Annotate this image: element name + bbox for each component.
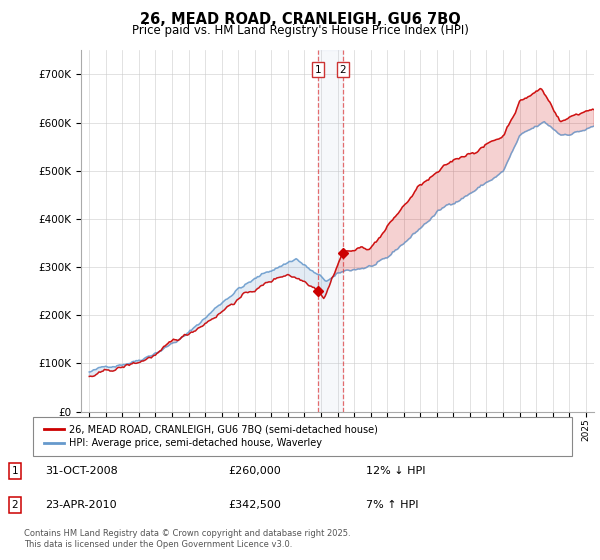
Legend: 26, MEAD ROAD, CRANLEIGH, GU6 7BQ (semi-detached house), HPI: Average price, sem: 26, MEAD ROAD, CRANLEIGH, GU6 7BQ (semi-… xyxy=(40,421,381,452)
Text: 2: 2 xyxy=(340,64,346,74)
Text: Contains HM Land Registry data © Crown copyright and database right 2025.
This d: Contains HM Land Registry data © Crown c… xyxy=(24,529,350,549)
Text: 26, MEAD ROAD, CRANLEIGH, GU6 7BQ: 26, MEAD ROAD, CRANLEIGH, GU6 7BQ xyxy=(140,12,460,27)
Text: 12% ↓ HPI: 12% ↓ HPI xyxy=(366,466,425,476)
Text: 31-OCT-2008: 31-OCT-2008 xyxy=(45,466,118,476)
Text: 23-APR-2010: 23-APR-2010 xyxy=(45,500,116,510)
Text: £260,000: £260,000 xyxy=(228,466,281,476)
Text: £342,500: £342,500 xyxy=(228,500,281,510)
Bar xyxy=(318,50,343,412)
FancyBboxPatch shape xyxy=(33,417,572,456)
Text: 1: 1 xyxy=(11,466,19,476)
Text: 1: 1 xyxy=(315,64,322,74)
Text: 7% ↑ HPI: 7% ↑ HPI xyxy=(366,500,419,510)
Text: Price paid vs. HM Land Registry's House Price Index (HPI): Price paid vs. HM Land Registry's House … xyxy=(131,24,469,36)
Text: 2: 2 xyxy=(11,500,19,510)
